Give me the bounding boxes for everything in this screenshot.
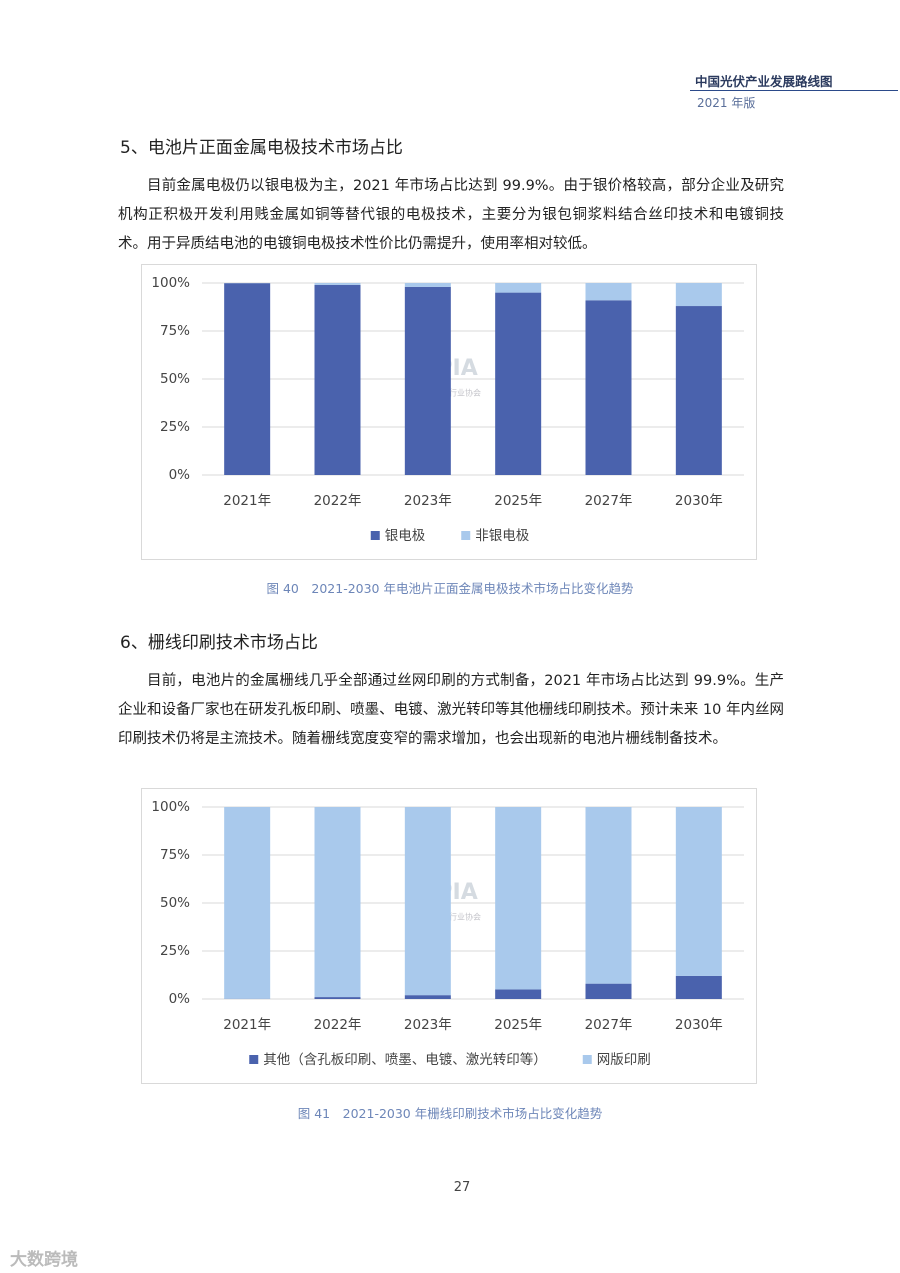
legend-label: 银电极 (385, 528, 426, 544)
section-heading: 6、栅线印刷技术市场占比 (120, 633, 318, 653)
bar-segment (495, 292, 542, 475)
bar-segment (224, 807, 271, 999)
y-tick-label: 100% (151, 799, 190, 815)
legend-label: 非银电极 (475, 528, 529, 544)
x-tick-label: 2030年 (675, 1017, 723, 1033)
x-tick-label: 2021年 (223, 1017, 271, 1033)
x-tick-label: 2023年 (404, 493, 452, 509)
header-edition: 2021 年版 (697, 96, 756, 110)
y-tick-label: 50% (160, 895, 190, 911)
y-tick-label: 75% (160, 323, 190, 339)
x-tick-label: 2025年 (494, 493, 542, 509)
chart: 0%25%50%75%100%CPIA中国光伏行业协会2021年2022年202… (141, 788, 757, 1084)
legend-label: 网版印刷 (597, 1052, 651, 1068)
bar-segment (404, 283, 451, 287)
y-tick-label: 75% (160, 847, 190, 863)
y-tick-label: 25% (160, 419, 190, 435)
page-number: 27 (453, 1180, 471, 1195)
legend: 其他（含孔板印刷、喷墨、电镀、激光转印等） 网版印刷 (249, 1051, 651, 1068)
x-tick-label: 2027年 (585, 493, 633, 509)
bar-segment (495, 989, 542, 999)
corner-watermark: 大数跨境 (10, 1250, 78, 1270)
x-tick-label: 2022年 (314, 1017, 362, 1033)
x-tick-label: 2022年 (314, 493, 362, 509)
y-tick-label: 0% (169, 991, 191, 1007)
legend-swatch (461, 531, 471, 540)
bar-segment (314, 284, 361, 475)
bar-segment (585, 283, 632, 301)
x-tick-label: 2030年 (675, 493, 723, 509)
x-tick-label: 2023年 (404, 1017, 452, 1033)
bar-segment (224, 283, 271, 475)
figure-caption: 图 40 2021-2030 年电池片正面金属电极技术市场占比变化趋势 (266, 581, 634, 596)
x-tick-label: 2025年 (494, 1017, 542, 1033)
chart: 0%25%50%75%100%CPIA中国光伏行业协会2021年2022年202… (141, 264, 757, 560)
legend-swatch (370, 531, 380, 540)
bar-segment (314, 807, 361, 998)
bar-segment (675, 807, 722, 976)
bar-segment (404, 807, 451, 996)
legend-swatch (249, 1055, 259, 1064)
bar-segment (675, 975, 722, 999)
legend-label: 其他（含孔板印刷、喷墨、电镀、激光转印等） (263, 1051, 547, 1068)
bar-segment (404, 286, 451, 475)
figure-caption: 图 41 2021-2030 年栅线印刷技术市场占比变化趋势 (297, 1106, 603, 1121)
paragraph: 目前金属电极仍以银电极为主，2021 年市场占比达到 99.9%。由于银价格较高… (118, 178, 784, 252)
x-tick-label: 2021年 (223, 493, 271, 509)
bar-segment (495, 283, 542, 293)
legend: 银电极 非银电极 (370, 528, 530, 544)
legend-swatch (582, 1055, 592, 1064)
bar-segment (314, 997, 361, 999)
y-tick-label: 25% (160, 943, 190, 959)
bar-segment (585, 983, 632, 999)
section-heading: 5、电池片正面金属电极技术市场占比 (120, 138, 403, 158)
bar-segment (585, 807, 632, 984)
bar-segment (495, 807, 542, 990)
header-rule (690, 90, 898, 91)
header-title: 中国光伏产业发展路线图 (695, 74, 833, 89)
x-tick-label: 2027年 (585, 1017, 633, 1033)
y-tick-label: 50% (160, 371, 190, 387)
y-tick-label: 100% (151, 275, 190, 291)
bar-segment (675, 306, 722, 475)
paragraph: 目前，电池片的金属栅线几乎全部通过丝网印刷的方式制备，2021 年市场占比达到 … (118, 673, 784, 747)
bar-segment (314, 283, 361, 285)
bar-segment (675, 283, 722, 307)
y-tick-label: 0% (169, 467, 191, 483)
bar-segment (404, 995, 451, 999)
bar-segment (585, 300, 632, 475)
